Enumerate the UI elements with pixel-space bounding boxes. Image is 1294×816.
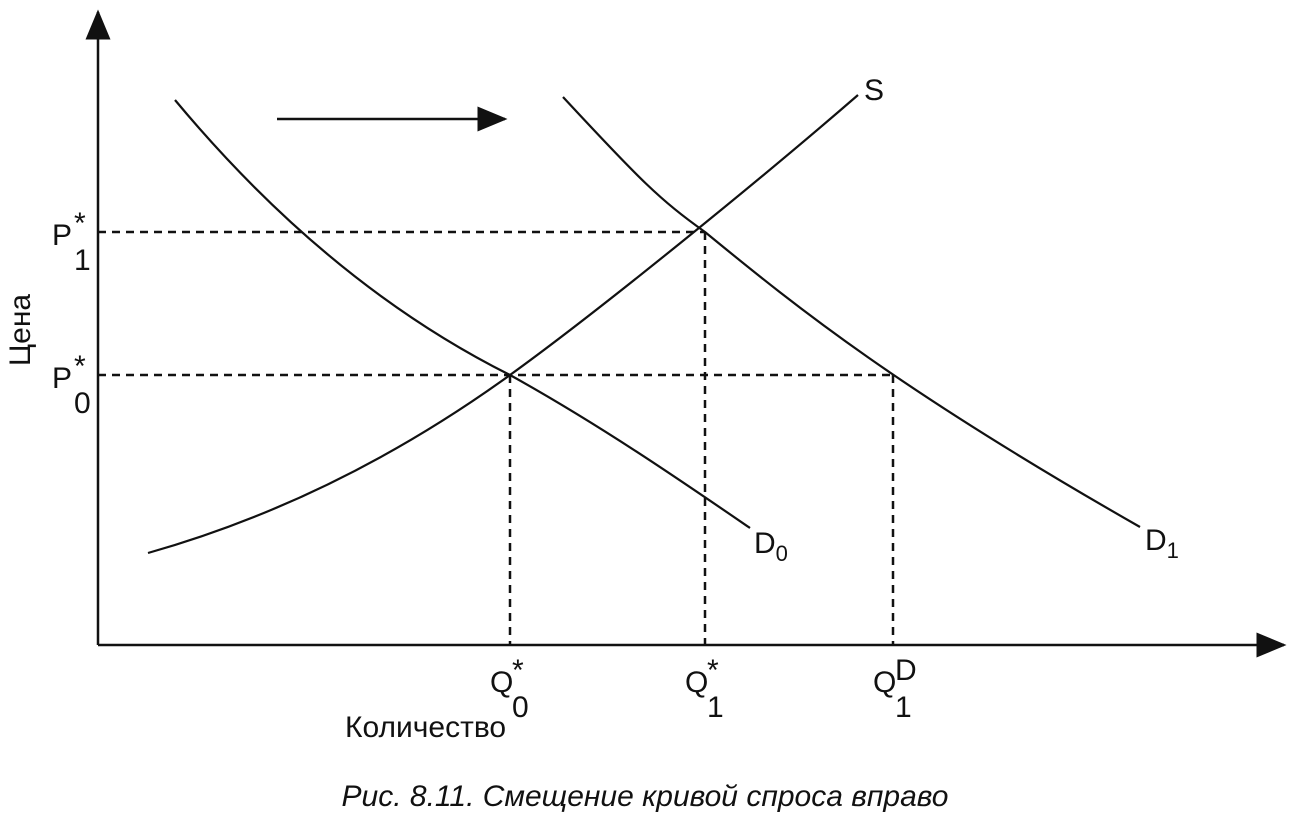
label-sub: 1: [74, 244, 91, 277]
demand-curve-0: [174, 99, 751, 529]
caption: Рис. 8.11. Смещение кривой спроса вправо: [342, 780, 949, 813]
supply-curve: [147, 94, 859, 555]
label-sub: 1: [895, 691, 912, 724]
label-sup: *: [707, 654, 719, 687]
supply-label: S: [864, 74, 884, 107]
demand-label: D1: [1145, 524, 1179, 563]
label-sup: *: [74, 350, 86, 383]
demand-label: D0: [754, 527, 788, 566]
x-axis-label: Количество: [345, 711, 506, 744]
label-base: Q: [685, 666, 708, 699]
label-base: D: [754, 527, 776, 560]
guide-lines: [98, 230, 895, 645]
y-axis-label: Цена: [4, 294, 37, 366]
label-base: Q: [873, 666, 896, 699]
label-sub: 0: [74, 387, 91, 420]
demand-curve-1: [562, 96, 1141, 528]
label-sup: *: [512, 654, 524, 687]
label-sup: *: [74, 207, 86, 240]
label-sub: 1: [707, 691, 724, 724]
label-sub: 0: [512, 691, 529, 724]
label-base: P: [52, 219, 72, 252]
label-base: Q: [490, 666, 513, 699]
label-sup: D: [895, 654, 917, 687]
label-sub: 1: [1167, 538, 1179, 563]
label-sub: 0: [776, 541, 788, 566]
label-base: P: [52, 362, 72, 395]
label-base: D: [1145, 524, 1167, 557]
